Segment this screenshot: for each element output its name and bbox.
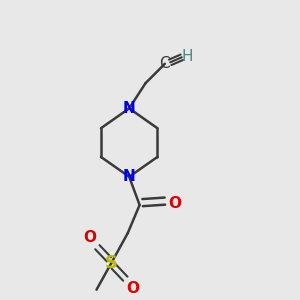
Text: C: C xyxy=(160,56,170,71)
Text: O: O xyxy=(83,230,96,245)
Text: O: O xyxy=(168,196,181,211)
Text: O: O xyxy=(127,281,140,296)
Text: N: N xyxy=(123,101,136,116)
Text: N: N xyxy=(123,169,136,184)
Text: H: H xyxy=(182,49,193,64)
Text: S: S xyxy=(105,254,118,272)
